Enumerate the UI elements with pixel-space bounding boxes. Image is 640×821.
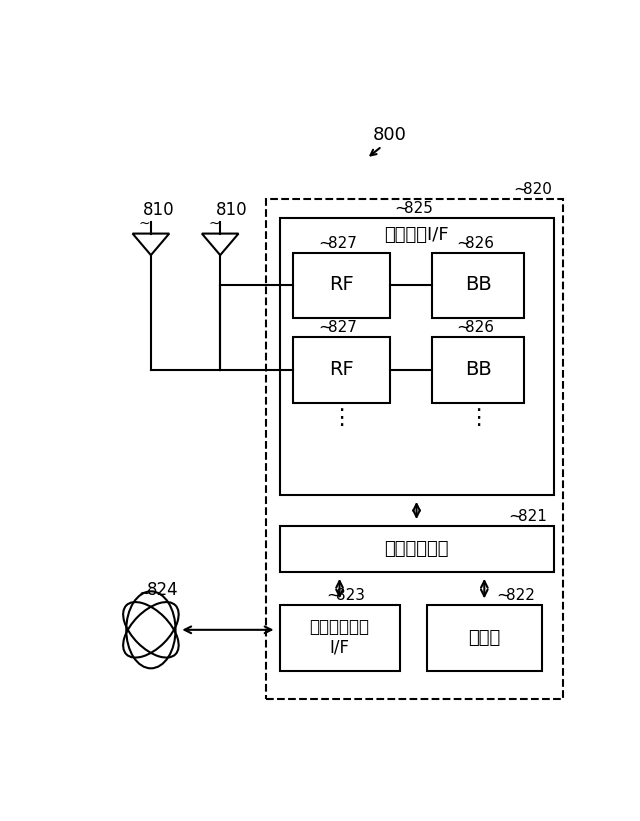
Text: ~: ~ xyxy=(497,587,511,605)
Bar xyxy=(293,253,390,318)
Bar xyxy=(293,337,390,402)
Text: BB: BB xyxy=(465,275,492,295)
Text: ⋮: ⋮ xyxy=(330,408,352,428)
Bar xyxy=(432,253,524,318)
Text: ~: ~ xyxy=(508,507,522,525)
Bar xyxy=(280,605,399,671)
Text: 800: 800 xyxy=(372,126,406,144)
Text: 820: 820 xyxy=(523,182,552,197)
Bar xyxy=(427,605,542,671)
Text: 825: 825 xyxy=(404,201,433,216)
Bar xyxy=(432,337,524,402)
Text: 826: 826 xyxy=(465,236,494,250)
Text: ⋮: ⋮ xyxy=(467,408,489,428)
Text: ~: ~ xyxy=(513,181,527,199)
Bar xyxy=(280,526,554,572)
Text: 無線通信I/F: 無線通信I/F xyxy=(384,226,449,244)
Text: 827: 827 xyxy=(328,320,357,336)
Text: メモリ: メモリ xyxy=(468,629,500,646)
Text: ~: ~ xyxy=(456,234,470,252)
Text: 810: 810 xyxy=(143,201,175,219)
Text: コントローラ: コントローラ xyxy=(384,540,449,558)
Text: 821: 821 xyxy=(518,509,547,524)
Text: ~: ~ xyxy=(139,217,150,231)
Text: BB: BB xyxy=(465,360,492,379)
Text: 824: 824 xyxy=(147,580,179,599)
Text: 810: 810 xyxy=(216,201,248,219)
Text: ~: ~ xyxy=(139,587,150,601)
Text: ~: ~ xyxy=(456,319,470,337)
Text: ~: ~ xyxy=(208,217,220,231)
Text: ~: ~ xyxy=(394,200,408,218)
Text: 826: 826 xyxy=(465,320,494,336)
Bar xyxy=(280,218,554,495)
Text: 827: 827 xyxy=(328,236,357,250)
Text: 823: 823 xyxy=(336,589,365,603)
Text: ネットワーク
I/F: ネットワーク I/F xyxy=(310,618,369,657)
Text: RF: RF xyxy=(329,275,353,295)
Text: ~: ~ xyxy=(319,319,333,337)
Text: ~: ~ xyxy=(319,234,333,252)
Text: ~: ~ xyxy=(326,587,340,605)
Text: RF: RF xyxy=(329,360,353,379)
Text: 822: 822 xyxy=(506,589,535,603)
Bar xyxy=(266,199,563,699)
